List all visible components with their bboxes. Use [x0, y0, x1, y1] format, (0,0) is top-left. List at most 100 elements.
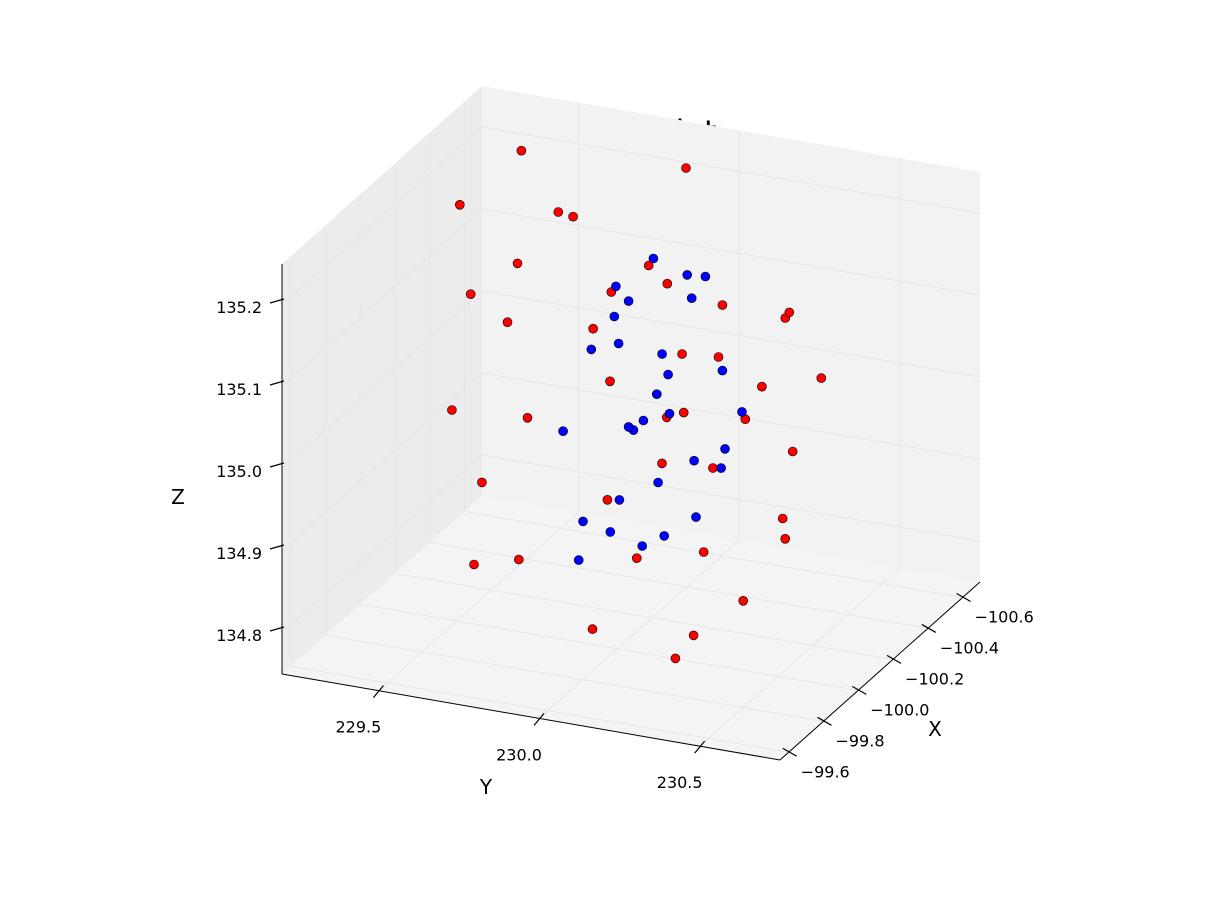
scatter-point-series-2 — [611, 281, 621, 292]
scatter-point-series-1 — [708, 463, 718, 473]
scatter-point-series-2 — [609, 311, 620, 322]
x-grid-floor — [464, 510, 963, 598]
z-grid-back — [481, 290, 981, 378]
z-grid-back — [481, 372, 981, 460]
grid-lines — [281, 101, 981, 753]
axis-ticks: −100.6 −100.4 −100.2 −100.0 −99.8 −99.6 229.5 2… — [216, 298, 1034, 792]
scatter-point-series-2 — [720, 444, 730, 454]
y-tick-label: 230.0 — [496, 745, 542, 764]
x-tick-mark — [886, 654, 902, 664]
scatter-point-series-2 — [623, 296, 634, 306]
scatter-point-series-2 — [637, 541, 648, 551]
z-tick-mark — [269, 544, 285, 550]
scatter-point-series-2 — [664, 408, 675, 419]
y-grid-floor — [538, 540, 740, 719]
scatter-point-series-2 — [605, 527, 616, 537]
scatter-point-series-2 — [659, 531, 670, 541]
scatter-point-series-2 — [613, 338, 624, 349]
z-tick-label: 135.0 — [216, 462, 262, 481]
scatter-point-series-1 — [587, 624, 598, 634]
scatter-point-series-1 — [681, 163, 691, 173]
scatter-point-series-1 — [784, 307, 795, 318]
scatter-point-series-1 — [602, 494, 613, 505]
scatter-point-series-2 — [686, 293, 697, 304]
scatter-point-series-1 — [757, 381, 767, 392]
y-tick-label: 230.5 — [657, 773, 703, 792]
y-axis-line — [281, 673, 781, 761]
scatter-point-series-2 — [700, 271, 711, 282]
scatter-point-series-1 — [677, 349, 687, 359]
scatter-point-series-1 — [568, 211, 578, 222]
scatter-point-series-2 — [689, 455, 699, 466]
z-tick-label: 134.8 — [216, 626, 262, 645]
scatter-point-series-1 — [657, 458, 667, 469]
scatter-point-series-2 — [573, 555, 584, 565]
y-grid-floor — [378, 512, 579, 692]
z-grid-side — [281, 126, 483, 306]
z-tick-mark — [269, 298, 285, 304]
scatter-point-series-1 — [502, 317, 513, 328]
scatter-point-series-2 — [691, 512, 701, 522]
scatter-point-series-2 — [648, 253, 659, 264]
z-axis-label: Z — [171, 485, 185, 509]
scatter-point-series-2 — [716, 463, 726, 473]
scatter-point-series-1 — [738, 595, 749, 606]
scatter-point-series-1 — [717, 300, 728, 310]
y-axis-label: Y — [479, 775, 493, 799]
x-tick-label: −99.8 — [835, 731, 884, 750]
scatter-point-series-2 — [558, 426, 568, 437]
floor-pane — [282, 496, 980, 760]
scatter-point-series-1 — [670, 653, 681, 664]
scatter-point-series-1 — [643, 260, 654, 271]
scatter-point-series-2 — [623, 422, 634, 432]
z-grid-back — [481, 208, 981, 296]
x-tick-label: −100.6 — [975, 607, 1034, 626]
x-tick-mark — [921, 623, 937, 633]
x-tick-mark — [817, 716, 832, 726]
z-tick-label: 135.1 — [216, 380, 262, 399]
scatter-point-series-1 — [447, 405, 457, 415]
y-tick-mark — [694, 740, 706, 754]
scatter-point-series-2 — [653, 477, 663, 488]
scatter-point-series-1 — [631, 553, 642, 564]
x-tick-label: −100.4 — [940, 638, 999, 657]
z-tick-mark — [269, 626, 285, 632]
scatter-point-series-1 — [516, 145, 527, 156]
scatter-point-series-2 — [651, 389, 662, 400]
scatter-point-series-2 — [638, 415, 649, 426]
scatter-point-series-1 — [787, 446, 798, 457]
y-grid-floor — [699, 567, 901, 747]
scatter-point-series-1 — [513, 554, 524, 565]
scatter-point-series-2 — [578, 516, 588, 527]
z-grid-side — [281, 290, 483, 470]
scatter-point-series-1 — [816, 373, 827, 383]
axis-edges — [281, 264, 981, 761]
scatter-point-series-1 — [477, 477, 487, 488]
x-tick-label: −99.6 — [801, 762, 850, 781]
scatter-point-series-2 — [737, 407, 747, 417]
scatter-point-series-2 — [586, 344, 597, 355]
x-grid-floor — [290, 665, 789, 753]
scatter-point-series-2 — [717, 365, 728, 376]
scatter-point-series-1 — [780, 533, 791, 544]
scatter-point-series-1 — [512, 258, 523, 269]
y-tick-mark — [372, 685, 384, 699]
z-tick-label: 135.2 — [216, 298, 262, 317]
x-grid-floor — [360, 603, 859, 691]
z-grid-back — [481, 454, 981, 542]
scatter-point-series-1 — [553, 207, 564, 217]
x-tick-label: −100.0 — [870, 700, 929, 719]
x-axis-label: X — [928, 717, 942, 741]
z-grid-side — [281, 454, 483, 634]
scatter-point-series-1 — [465, 289, 476, 300]
z-tick-label: 134.9 — [216, 544, 262, 563]
x-tick-label: −100.2 — [905, 669, 964, 688]
y-tick-label: 229.5 — [335, 718, 381, 737]
z-tick-mark — [269, 380, 285, 386]
x-grid-floor — [325, 634, 824, 722]
scatter-point-series-1 — [713, 352, 724, 362]
x-tick-mark — [956, 592, 971, 602]
scatter-point-series-1 — [588, 323, 598, 334]
data-points — [447, 145, 827, 664]
